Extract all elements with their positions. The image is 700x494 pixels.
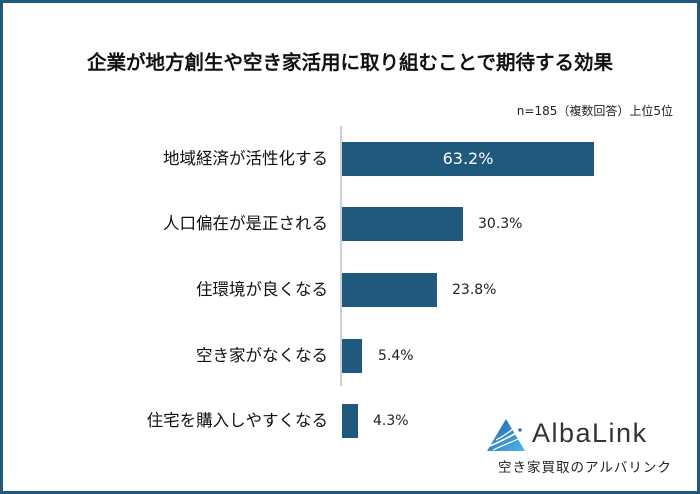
albalink-logo: AlbaLink 空き家買取のアルバリンク — [486, 418, 686, 480]
bar-label: 地域経済が活性化する — [163, 149, 328, 168]
bar-label: 住宅を購入しやすくなる — [146, 411, 328, 430]
bar-label: 空き家がなくなる — [196, 346, 328, 365]
chart-title: 企業が地方創生や空き家活用に取り組むことで期待する効果 — [87, 51, 613, 74]
y-axis-line — [340, 126, 342, 386]
bar-row: 地域経済が活性化する 63.2% — [0, 142, 700, 176]
bar-row: 住環境が良くなる 23.8% — [0, 273, 700, 307]
bar — [342, 339, 362, 373]
bar — [342, 142, 594, 176]
bar-value: 23.8% — [452, 282, 497, 298]
bar-label: 人口偏在が是正される — [163, 214, 328, 233]
sample-note: n=185（複数回答）上位5位 — [516, 104, 673, 118]
logo-wordmark: AlbaLink — [532, 418, 648, 448]
bar-label: 住環境が良くなる — [196, 280, 328, 299]
bar-row: 住宅を購入しやすくなる 4.3% — [0, 404, 700, 438]
bar — [342, 404, 358, 438]
bar — [342, 207, 463, 241]
bar — [342, 273, 437, 307]
bar-value: 4.3% — [373, 413, 409, 429]
bar-row: 空き家がなくなる 5.4% — [0, 339, 700, 373]
bar-value: 5.4% — [378, 348, 414, 364]
bar-value: 30.3% — [478, 216, 523, 232]
bar-value: 63.2% — [442, 149, 494, 168]
bar-row: 人口偏在が是正される 30.3% — [0, 207, 700, 241]
triangle-mountain-logo-icon — [487, 419, 525, 451]
logo-tagline: 空き家買取のアルバリンク — [498, 460, 672, 476]
